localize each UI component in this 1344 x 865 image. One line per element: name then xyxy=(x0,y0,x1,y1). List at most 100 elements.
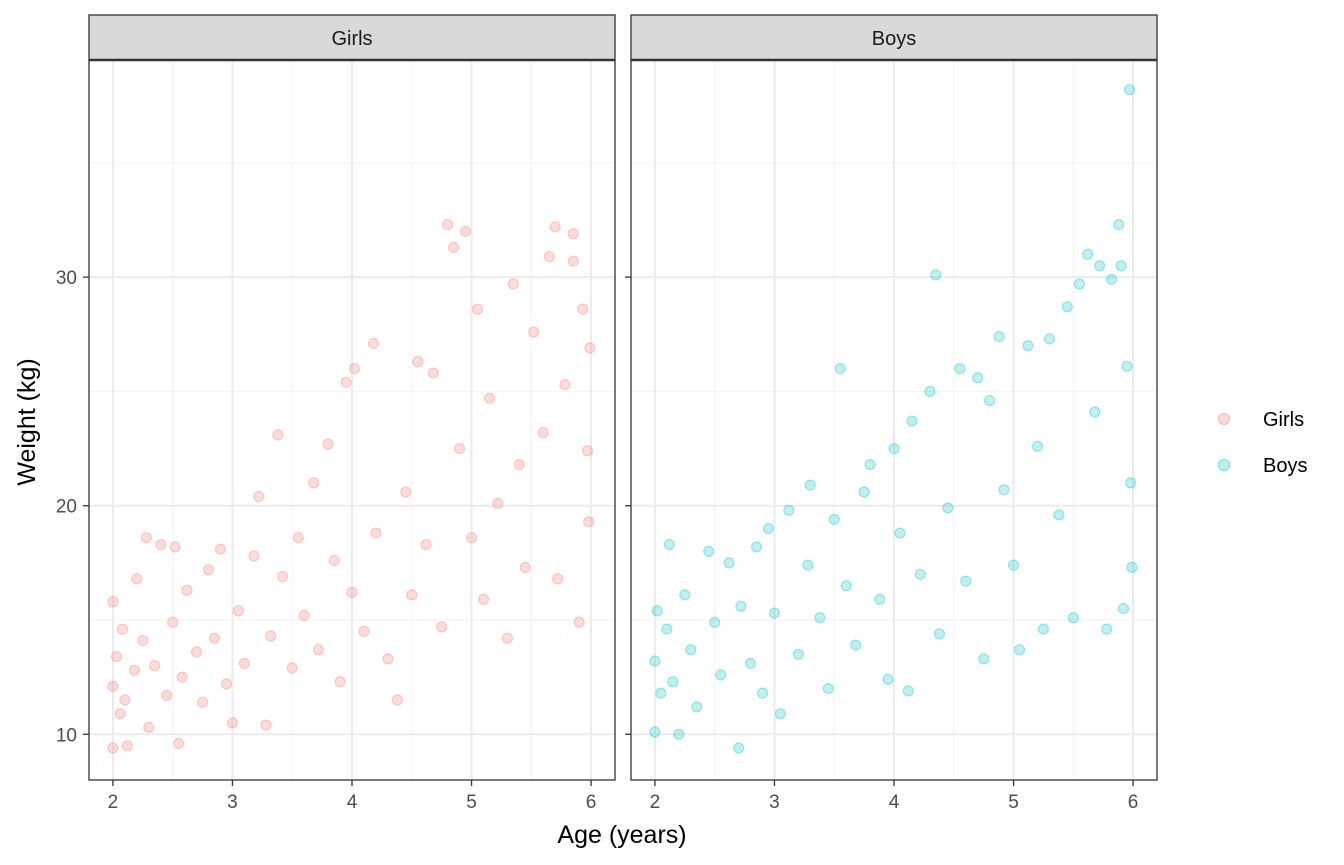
data-point xyxy=(960,575,972,587)
legend-key xyxy=(1217,458,1231,472)
data-point xyxy=(107,680,119,692)
data-point xyxy=(804,479,816,491)
data-point xyxy=(567,228,579,240)
data-point xyxy=(1113,219,1125,231)
data-point xyxy=(663,538,675,551)
data-point xyxy=(972,372,984,384)
data-point xyxy=(277,570,289,583)
data-point xyxy=(308,477,320,489)
points-boys xyxy=(649,84,1138,754)
data-point xyxy=(1093,260,1106,272)
data-point xyxy=(400,486,412,498)
panels: Girls 2 3 4 5 6 10 20 30 Boys 2 3 4 5 6 xyxy=(56,14,1158,813)
data-point xyxy=(140,532,152,544)
data-point xyxy=(715,669,727,681)
data-point xyxy=(882,673,894,686)
x-tick-label: 6 xyxy=(1128,792,1139,813)
data-point xyxy=(822,682,834,695)
data-point xyxy=(685,644,697,656)
data-point xyxy=(348,363,360,375)
data-point xyxy=(1031,440,1044,452)
data-point xyxy=(874,593,886,606)
data-point xyxy=(774,708,787,720)
data-point xyxy=(436,621,448,633)
data-point xyxy=(649,655,661,667)
data-point xyxy=(272,429,284,441)
data-point xyxy=(346,586,358,599)
data-point xyxy=(864,459,876,471)
data-point xyxy=(814,612,826,624)
data-point xyxy=(993,331,1005,343)
x-tick-label: 3 xyxy=(227,792,238,813)
data-point xyxy=(501,632,513,644)
data-point xyxy=(1115,260,1127,272)
data-point xyxy=(519,561,531,574)
strip-label: Boys xyxy=(872,28,916,50)
data-point xyxy=(549,221,561,233)
strip-label: Girls xyxy=(331,28,372,50)
points-girls xyxy=(107,219,596,754)
data-point xyxy=(834,363,846,375)
data-point xyxy=(382,653,394,665)
data-point xyxy=(322,438,334,450)
data-point xyxy=(442,219,454,231)
data-point xyxy=(367,337,380,349)
data-point xyxy=(1082,248,1094,260)
data-point xyxy=(1061,301,1073,313)
data-point xyxy=(477,593,490,606)
data-point xyxy=(543,251,555,263)
data-point xyxy=(119,694,131,706)
data-point xyxy=(783,504,795,516)
data-point xyxy=(933,628,946,640)
data-point xyxy=(703,545,715,558)
data-point xyxy=(750,541,763,553)
data-point xyxy=(906,415,918,427)
data-point xyxy=(840,580,852,592)
data-point xyxy=(412,356,424,368)
data-point xyxy=(1125,477,1137,489)
data-point xyxy=(232,605,244,617)
data-point xyxy=(661,623,673,635)
data-point xyxy=(328,554,340,567)
data-point xyxy=(483,392,496,404)
panel-boys: Boys 2 3 4 5 6 xyxy=(625,14,1158,813)
data-point xyxy=(253,491,265,503)
data-point xyxy=(155,538,167,551)
data-point xyxy=(116,623,129,635)
data-point xyxy=(161,689,173,702)
data-point xyxy=(528,326,540,338)
x-tick-label: 4 xyxy=(889,792,900,813)
data-point xyxy=(679,589,691,601)
legend-label: Boys xyxy=(1263,455,1307,477)
x-tick-label: 2 xyxy=(650,792,661,813)
data-point xyxy=(370,527,382,539)
data-point xyxy=(448,241,460,253)
data-point xyxy=(1121,360,1133,372)
data-point xyxy=(1126,561,1138,574)
data-point xyxy=(286,662,298,674)
data-point xyxy=(128,664,140,676)
data-point xyxy=(583,516,595,528)
panel-girls: Girls 2 3 4 5 6 10 20 30 xyxy=(56,14,616,813)
data-point xyxy=(567,255,579,267)
data-point xyxy=(1007,559,1020,571)
data-point xyxy=(1073,278,1085,290)
data-point xyxy=(998,484,1010,496)
data-point xyxy=(465,532,478,544)
y-tick-label: 30 xyxy=(56,268,77,289)
data-point xyxy=(454,443,466,455)
data-point xyxy=(181,584,193,596)
data-point xyxy=(131,573,143,585)
data-point xyxy=(850,639,862,651)
data-point xyxy=(114,708,126,720)
data-point xyxy=(756,687,769,699)
data-point xyxy=(110,650,123,663)
data-point xyxy=(792,648,805,660)
data-point xyxy=(577,303,589,315)
data-point xyxy=(762,522,775,535)
x-tick-label: 3 xyxy=(769,792,780,813)
data-point xyxy=(248,550,260,562)
data-point xyxy=(924,385,936,397)
